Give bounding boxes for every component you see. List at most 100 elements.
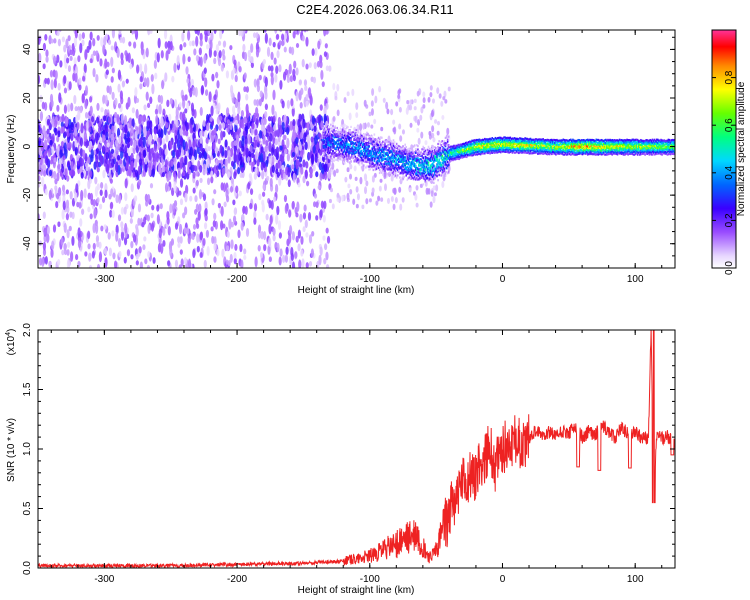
spectrogram-ridge-cell bbox=[401, 157, 403, 160]
spectrogram-ridge-cell bbox=[467, 141, 469, 144]
spectrogram-ridge-cell bbox=[381, 164, 383, 168]
spectrogram-ridge-cell bbox=[418, 171, 420, 174]
spectrogram-ridge-cell bbox=[469, 151, 471, 154]
spectrogram-ridge-cell bbox=[478, 144, 481, 148]
spectrogram-ridge-cell bbox=[330, 155, 332, 158]
spectrogram-cell bbox=[294, 124, 299, 134]
spectrogram-ridge-cell bbox=[367, 155, 369, 158]
spectrogram-ridge-cell bbox=[348, 132, 350, 135]
spectrogram-cell bbox=[253, 210, 257, 220]
spectrogram-cell bbox=[63, 222, 67, 233]
spectrogram-cell bbox=[257, 224, 262, 234]
spectrogram-ridge-cell bbox=[408, 152, 411, 155]
spectrogram-cell bbox=[133, 139, 137, 150]
spectrogram-ridge-cell bbox=[435, 147, 437, 150]
spectrogram-ridge-cell bbox=[345, 151, 348, 154]
spectrogram-cell bbox=[66, 229, 70, 239]
spectrogram-ridge-cell bbox=[378, 163, 381, 167]
spectrogram-cell bbox=[295, 91, 299, 102]
spectrogram-cell bbox=[287, 166, 291, 178]
spectrogram-ridge-cell bbox=[424, 159, 427, 162]
spectrogram-cell bbox=[272, 227, 276, 236]
spectrogram-cell bbox=[302, 226, 306, 233]
spectrogram-cell bbox=[96, 102, 100, 111]
spectrogram-ridge-cell bbox=[331, 143, 333, 146]
spectrogram-cell bbox=[114, 111, 118, 119]
spectrogram-cell bbox=[153, 128, 157, 135]
spectrogram-cell bbox=[405, 107, 409, 115]
spectrogram-cell bbox=[185, 130, 189, 137]
spectrogram-cell bbox=[71, 235, 75, 247]
spectrogram-cell bbox=[310, 153, 315, 165]
spectrogram-cell bbox=[170, 160, 174, 167]
spectrogram-ridge-cell bbox=[388, 138, 391, 141]
spectrogram-cell bbox=[248, 173, 252, 179]
spectrogram-ridge-cell bbox=[364, 146, 366, 150]
spectrogram-cell bbox=[254, 256, 258, 268]
spectrogram-ridge-cell bbox=[442, 156, 445, 160]
spectrogram-ridge-cell bbox=[429, 179, 432, 182]
spectrogram-ridge-cell bbox=[350, 149, 352, 152]
spectrogram-ridge-cell bbox=[373, 157, 376, 160]
spectrogram-cell bbox=[192, 187, 196, 194]
spectrogram-cell bbox=[141, 222, 145, 228]
spectrogram-ridge-cell bbox=[431, 173, 434, 177]
spectrogram-ridge-cell bbox=[443, 157, 446, 160]
spectrogram-ridge-cell bbox=[364, 143, 366, 146]
spectrogram-cell bbox=[235, 134, 240, 146]
spectrogram-cell bbox=[397, 89, 401, 96]
spectrogram-ridge-cell bbox=[384, 171, 386, 174]
spectrogram-cell bbox=[218, 50, 222, 59]
spectrogram-ridge-cell bbox=[344, 151, 347, 154]
spectrogram-ridge-cell bbox=[383, 145, 385, 149]
spectrogram-cell bbox=[104, 189, 108, 199]
spectrogram-cell bbox=[278, 40, 282, 46]
spectrogram-ridge-cell bbox=[369, 165, 371, 168]
spectrogram-ridge-cell bbox=[379, 146, 382, 149]
spectrogram-ridge-cell bbox=[444, 153, 447, 156]
spectrogram-ridge-cell bbox=[357, 147, 360, 150]
spectrogram-ridge-cell bbox=[426, 152, 429, 155]
spectrogram-cell bbox=[213, 50, 217, 58]
spectrogram-ridge-cell bbox=[442, 165, 445, 169]
spectrogram-cell bbox=[117, 83, 121, 93]
spectrogram-ridge-cell bbox=[325, 150, 328, 153]
spectrogram-cell bbox=[253, 78, 257, 88]
spectrogram-cell bbox=[234, 119, 238, 126]
spectrogram-ridge-cell bbox=[443, 169, 446, 172]
spectrogram-cell bbox=[124, 145, 128, 155]
spectrogram-ridge-cell bbox=[448, 151, 451, 154]
spectrogram-ridge-cell bbox=[427, 172, 430, 175]
spectrogram-ridge-cell bbox=[324, 156, 327, 159]
spectrogram-cell bbox=[94, 223, 99, 234]
spectrogram-cell bbox=[110, 56, 114, 67]
spectrogram-ridge-cell bbox=[336, 130, 339, 134]
spectrogram-cell bbox=[384, 183, 388, 192]
spectrogram-cell bbox=[302, 212, 307, 220]
spectrogram-ridge-cell bbox=[433, 165, 435, 168]
spectrogram-ridge-cell bbox=[406, 151, 409, 154]
spectrogram-cell bbox=[267, 116, 272, 122]
spectrogram-cell bbox=[305, 100, 309, 107]
spectrogram-ridge-cell bbox=[402, 149, 404, 152]
spectrogram-cell bbox=[174, 135, 178, 144]
spectrogram-cell bbox=[131, 30, 135, 35]
spectrogram-cell bbox=[419, 183, 423, 188]
spectrogram-ridge-cell bbox=[367, 142, 369, 146]
spectrogram-cell bbox=[241, 138, 245, 148]
spectrogram-ridge-cell bbox=[419, 158, 421, 161]
spectrogram-ridge-cell bbox=[352, 156, 354, 160]
spectrogram-ridge-cell bbox=[409, 162, 412, 165]
spectrogram-cell bbox=[179, 178, 184, 188]
spectrogram-cell bbox=[233, 207, 237, 216]
spectrogram-cell bbox=[298, 113, 302, 122]
spectrogram-ridge-cell bbox=[324, 146, 327, 149]
spectrogram-cell bbox=[56, 54, 60, 64]
spectrogram-ridge-cell bbox=[473, 141, 475, 144]
spectrogram-cell bbox=[45, 155, 49, 166]
spectrogram-cell bbox=[262, 191, 266, 197]
spectrogram-ridge-cell bbox=[477, 148, 480, 151]
spectrogram-cell bbox=[306, 134, 310, 143]
spectrogram-ridge-cell bbox=[411, 169, 414, 172]
spectrogram-ridge-cell bbox=[453, 144, 455, 147]
